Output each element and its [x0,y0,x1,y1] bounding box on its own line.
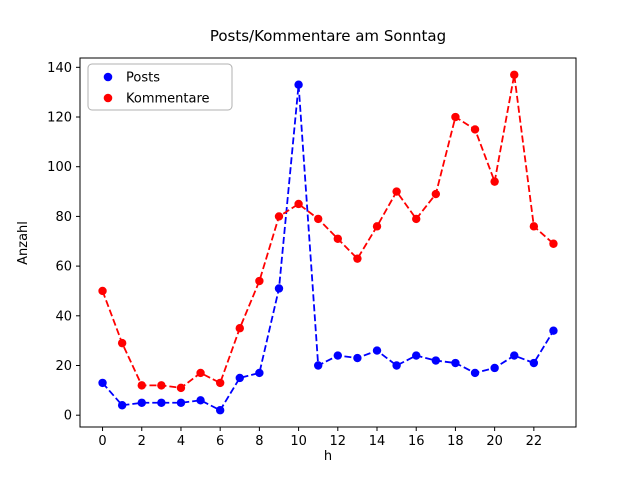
series-posts-point [215,406,225,415]
x-tick-label: 2 [138,434,146,449]
x-tick-label: 12 [330,434,347,449]
series-kommentare-point [215,378,225,388]
x-tick-label: 4 [177,434,185,449]
x-tick-label: 18 [447,434,464,449]
series-kommentare-point [333,234,343,243]
y-tick-label: 120 [47,111,72,126]
y-tick-label: 60 [55,260,72,275]
series-posts-point [412,351,421,360]
series-kommentare-point [431,189,441,199]
series-kommentare-point [451,112,460,122]
y-tick-label: 0 [64,409,72,424]
y-tick-label: 100 [47,160,72,175]
series-posts-point [392,361,401,370]
chart-title: Posts/Kommentare am Sonntag [210,27,446,45]
series-posts-point [255,368,264,378]
y-tick-label: 80 [55,210,72,225]
series-kommentare-point [255,276,264,286]
series-kommentare-point [235,324,244,333]
plot-border [79,57,577,428]
series-posts-point [235,373,244,383]
series-posts-point [353,353,362,363]
y-axis-label: Anzahl [16,221,31,265]
series-posts-point [529,358,539,368]
series-kommentare-point [274,212,284,221]
x-tick-label: 20 [486,434,503,449]
legend: Posts Kommentare [87,63,233,111]
series-posts-point [313,361,323,370]
series-kommentare-point [372,222,382,231]
series-kommentare-point [470,125,480,134]
x-axis-label: h [324,449,332,464]
series-posts-point [372,346,382,355]
series-kommentare-point [98,286,107,296]
series-kommentare-point [294,199,303,209]
x-tick-label: 22 [526,434,543,449]
series-posts-point [98,378,107,388]
series-kommentare-point [176,383,186,393]
series-kommentare-point [412,214,421,224]
series-layer [98,70,558,415]
series-kommentare-point [353,254,362,263]
series-posts-point [431,356,441,365]
series-kommentare-point [510,70,519,79]
series-posts-point [470,368,480,378]
x-tick-label: 8 [255,434,263,449]
legend-frame [87,63,233,111]
series-posts-point [157,398,166,407]
series-kommentare-point [137,381,146,390]
series-posts-line [101,84,555,412]
series-posts-point [117,401,127,410]
series-kommentare-point [549,239,558,248]
legend-label-kommentare: Kommentare [126,92,210,107]
series-posts-point [549,326,558,335]
series-posts-point [490,363,499,373]
x-tick-label: 14 [369,434,386,449]
series-posts-point [510,351,519,360]
x-tick-label: 6 [216,434,224,449]
x-tick-label: 16 [408,434,425,449]
series-posts-point [137,398,146,407]
series-kommentare-line [101,74,555,389]
legend-marker-posts [103,72,113,82]
y-tick-label: 140 [47,61,72,76]
series-kommentare-point [490,177,499,186]
series-kommentare-point [157,381,166,390]
y-tick-label: 20 [55,359,72,374]
y-tick-label: 40 [55,309,72,324]
x-tick-label: 10 [290,434,307,449]
series-kommentare-point [117,338,127,348]
series-posts-point [333,351,343,360]
series-kommentare-point [313,214,323,224]
series-posts-point [294,80,303,89]
x-tick-label: 0 [98,434,106,449]
legend-marker-kommentare [103,93,113,103]
series-kommentare-point [529,222,539,231]
legend-label-posts: Posts [126,71,160,86]
series-kommentare-point [196,368,205,378]
series-posts-point [176,398,186,407]
series-posts-point [196,396,205,405]
series-posts-point [451,358,460,368]
axes-layer: 0 2 4 6 8 10 12 14 16 18 20 22 0 20 40 60 80 100 120 140 [47,57,577,449]
series-kommentare-point [392,187,401,196]
series-posts-point [274,284,284,293]
